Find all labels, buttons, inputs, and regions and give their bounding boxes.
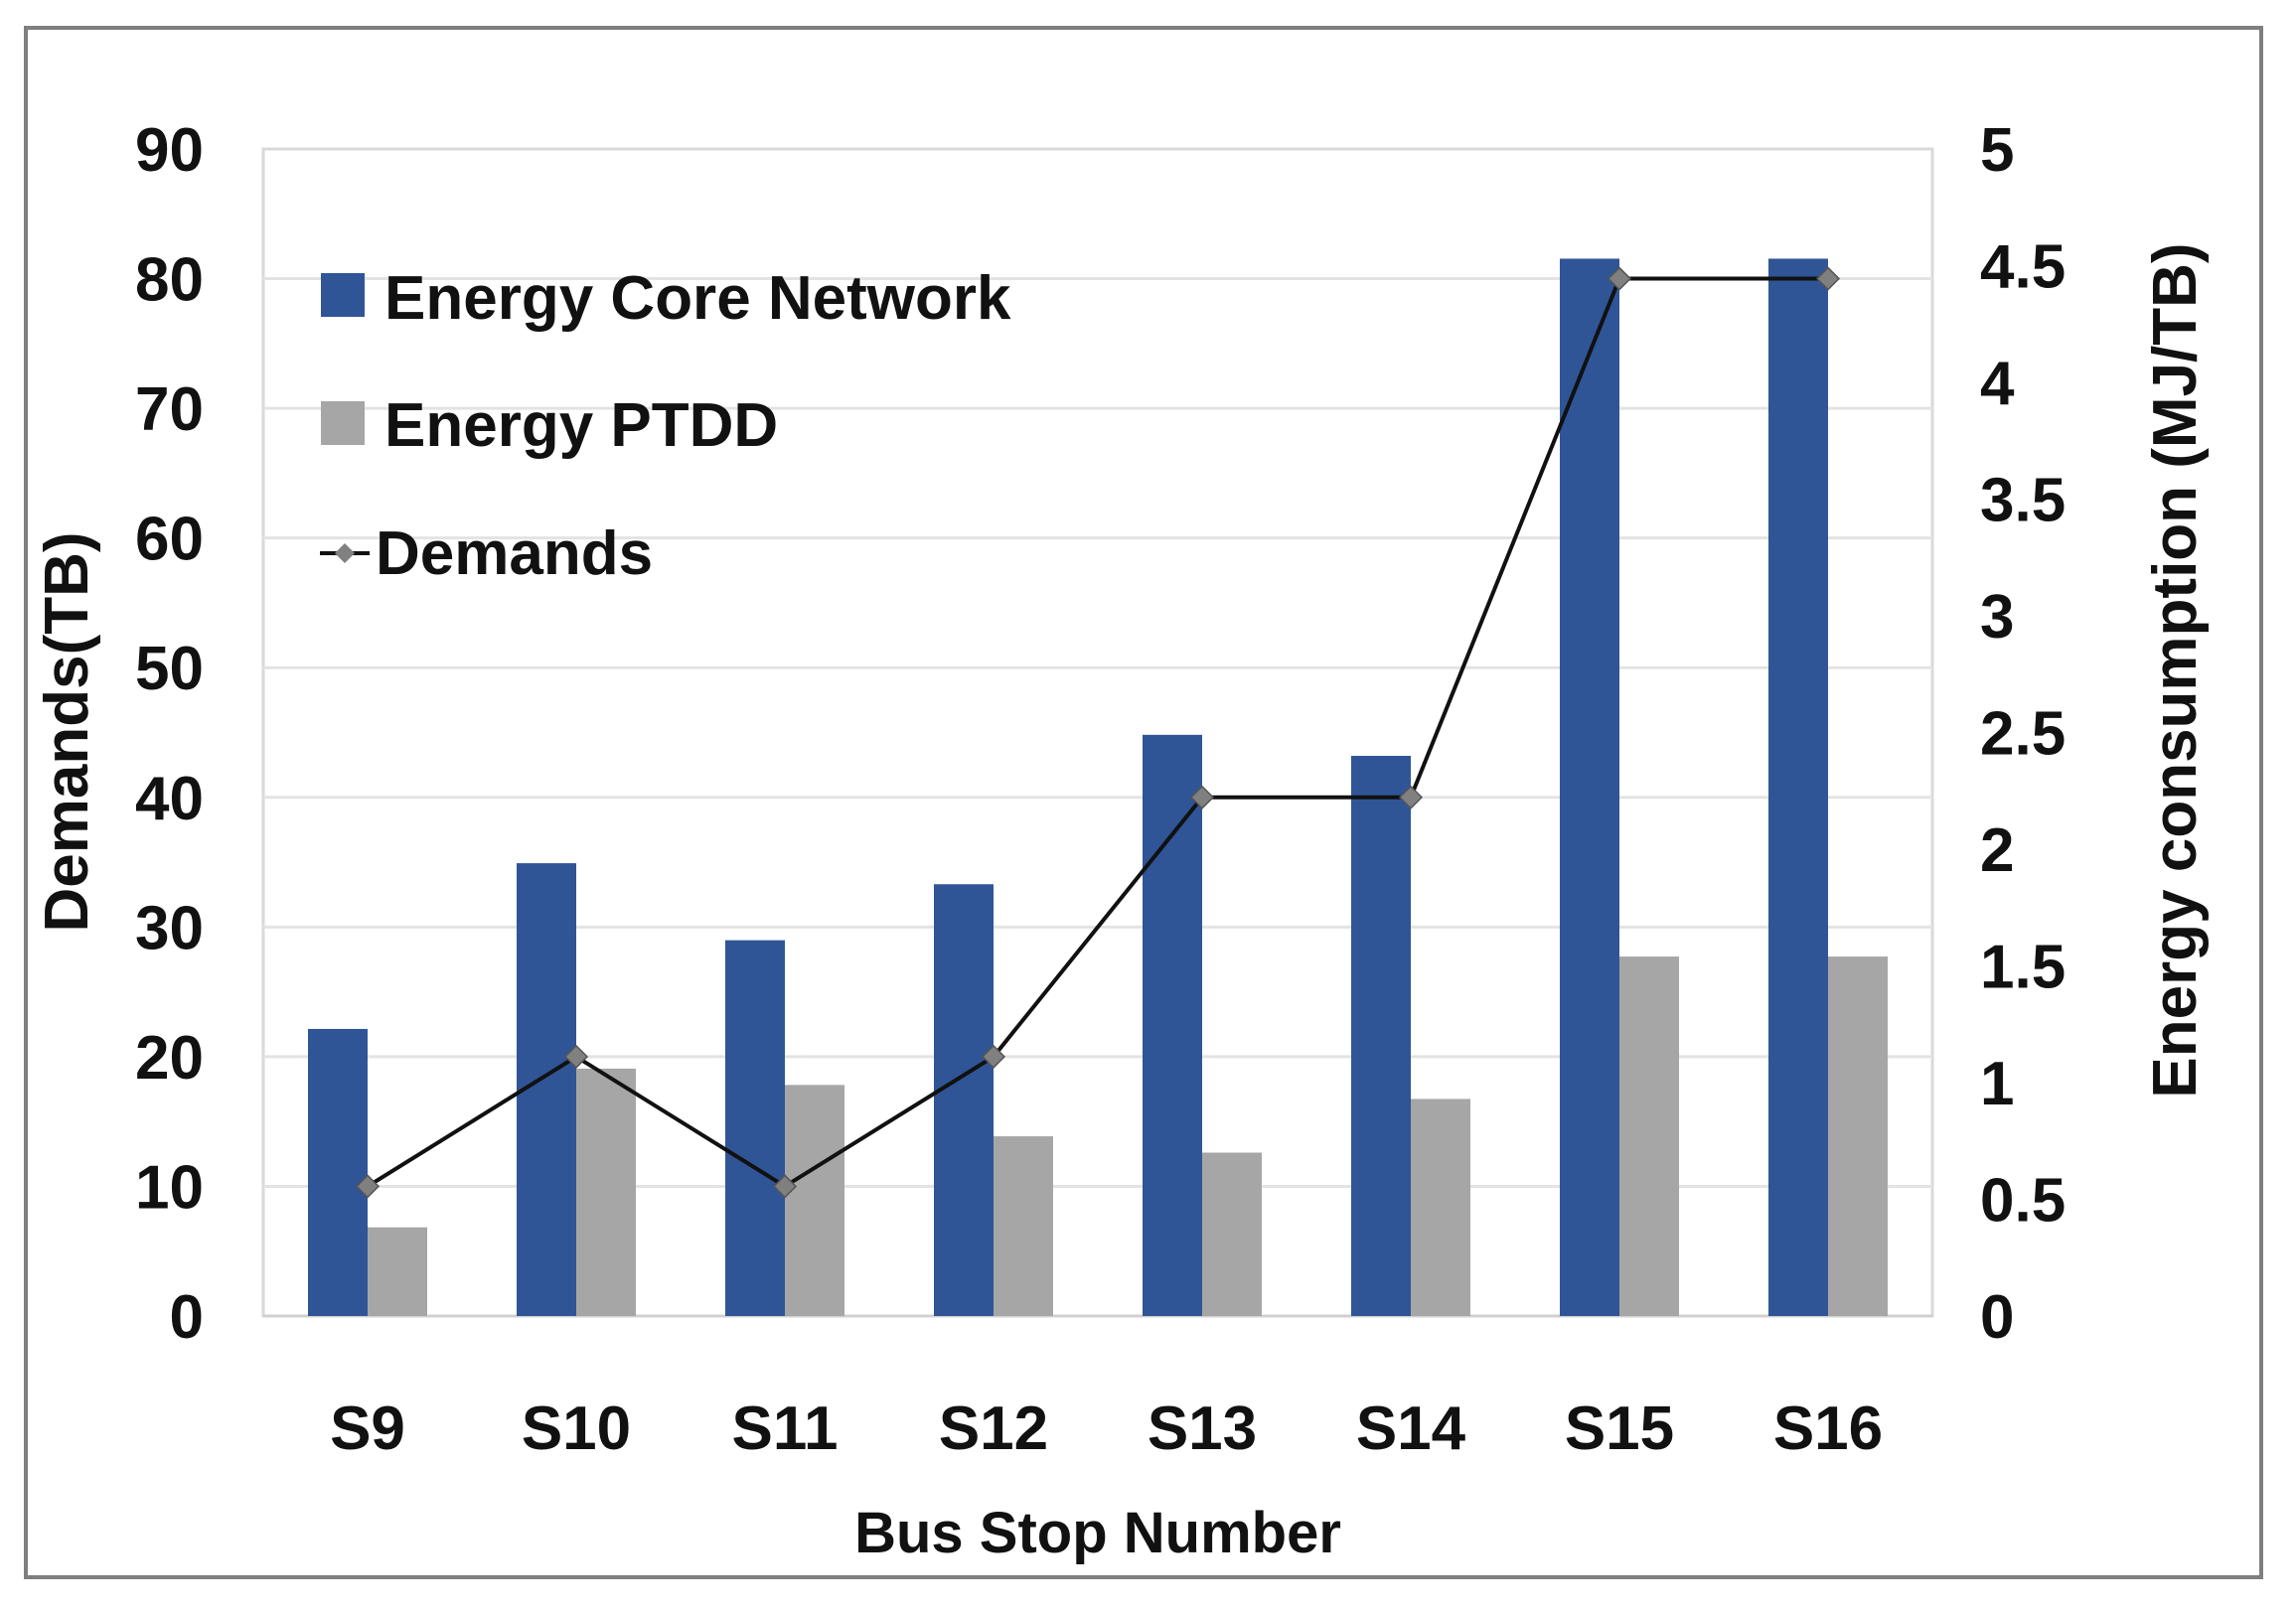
y-tick-label: 20 [135, 1024, 204, 1093]
y2-tick-label: 0 [1980, 1283, 2014, 1352]
y-tick-label: 80 [135, 246, 204, 315]
legend-label-core: Energy Core Network [384, 264, 1011, 333]
y2-tick-label: 3 [1980, 583, 2014, 652]
demands-point [1189, 785, 1215, 809]
y2-tick-label: 0.5 [1980, 1167, 2066, 1236]
y2-tick-label: 1 [1980, 1050, 2014, 1118]
demands-point [563, 1044, 589, 1069]
x-tick-label: S10 [522, 1394, 631, 1463]
y-tick-label: 10 [135, 1153, 204, 1222]
legend-label-demands: Demands [376, 519, 653, 588]
bar-energy-ptdd [1828, 956, 1888, 1316]
y-tick-label: 60 [135, 506, 204, 574]
x-axis-title: Bus Stop Number [854, 1501, 1341, 1565]
y-tick-label: 70 [135, 375, 204, 444]
legend-label-ptdd: Energy PTDD [384, 391, 778, 460]
legend-swatch-ptdd [321, 401, 365, 445]
bar-energy-core-network [1768, 258, 1828, 1317]
bar-energy-ptdd [785, 1085, 844, 1316]
axes: 0 10 20 30 40 50 60 70 80 90 0 0.5 1 1.5 2 2.5 3 3.5 4 4.5 5… [135, 116, 2066, 1463]
legend-marker-demands [335, 543, 355, 563]
y2-tick-label: 3.5 [1980, 467, 2066, 535]
y-tick-label: 0 [170, 1283, 204, 1352]
x-tick-label: S11 [732, 1394, 839, 1463]
y-tick-label: 30 [135, 894, 204, 962]
bars [308, 258, 1888, 1317]
x-tick-label: S15 [1565, 1394, 1674, 1463]
legend-swatch-core [321, 273, 365, 317]
bar-energy-core-network [308, 1028, 368, 1316]
y2-tick-label: 4.5 [1980, 233, 2066, 302]
bar-energy-core-network [725, 940, 785, 1316]
bar-energy-core-network [1143, 734, 1202, 1316]
x-tick-label: S16 [1773, 1394, 1883, 1463]
x-tick-label: S9 [330, 1394, 405, 1463]
legend: Energy Core Network Energy PTDD Demands [320, 264, 1011, 588]
y2-tick-label: 2.5 [1980, 700, 2066, 769]
bar-energy-ptdd [368, 1227, 427, 1316]
bar-energy-ptdd [1619, 956, 1679, 1316]
y2-tick-label: 4 [1980, 350, 2015, 418]
y2-tick-label: 2 [1980, 816, 2014, 885]
y-tick-label: 90 [135, 116, 204, 185]
y-tick-label: 50 [135, 635, 204, 703]
y-tick-label: 40 [135, 765, 204, 833]
bar-energy-core-network [1351, 756, 1411, 1316]
demands-point [772, 1174, 798, 1199]
bar-energy-ptdd [576, 1068, 636, 1316]
y2-tick-label: 1.5 [1980, 934, 2066, 1002]
y-axis-title: Demands(TB) [33, 531, 101, 932]
demands-line [366, 276, 1828, 1189]
x-tick-label: S12 [939, 1394, 1048, 1463]
bar-energy-ptdd [994, 1136, 1053, 1316]
y2-axis-title: Energy consumption (MJ/TB) [2141, 242, 2210, 1098]
x-tick-label: S14 [1356, 1394, 1466, 1463]
demands-point [981, 1044, 1006, 1069]
demands-point [1398, 785, 1424, 809]
demands-point [1607, 266, 1632, 291]
y2-tick-label: 5 [1980, 116, 2014, 185]
demands-point [355, 1174, 381, 1199]
x-tick-label: S13 [1148, 1394, 1257, 1463]
demands-line-group [355, 266, 1841, 1199]
bar-energy-core-network [934, 884, 994, 1316]
bar-energy-core-network [1560, 258, 1619, 1317]
bar-energy-ptdd [1411, 1099, 1470, 1316]
demands-point [1815, 266, 1841, 291]
bar-energy-ptdd [1202, 1152, 1262, 1316]
